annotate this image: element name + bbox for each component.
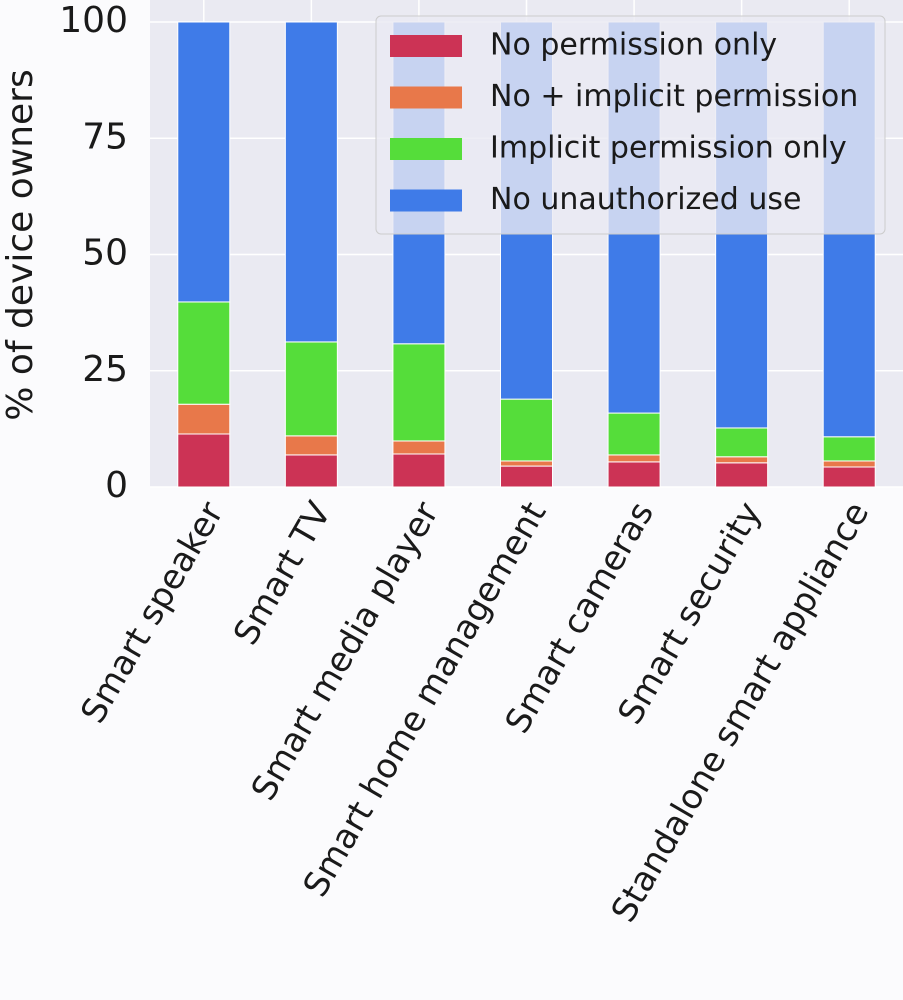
bar-segment <box>392 453 446 488</box>
bar-segment <box>284 435 338 456</box>
legend-label: Implicit permission only <box>490 131 847 166</box>
legend-label: No unauthorized use <box>490 182 801 217</box>
bar-segment <box>715 462 769 488</box>
bar-segment <box>822 466 876 488</box>
bar-segment <box>607 454 661 463</box>
legend-swatch <box>390 86 462 109</box>
bar-segment <box>715 456 769 464</box>
y-tick-label: 50 <box>82 233 128 274</box>
bar-segment <box>607 461 661 488</box>
x-tick-label: Smart media player <box>244 495 447 807</box>
bar-segment <box>822 460 876 468</box>
y-tick-label: 100 <box>59 0 128 41</box>
y-tick-label: 75 <box>82 116 128 157</box>
bar-segment <box>392 343 446 442</box>
x-tick-label: Smart speaker <box>73 495 232 730</box>
legend-swatch <box>390 189 462 212</box>
bar-segment <box>392 440 446 455</box>
bar-segment <box>177 403 231 435</box>
legend-swatch <box>390 138 462 160</box>
bar-segment <box>822 436 876 462</box>
legend-label: No + implicit permission <box>490 79 858 114</box>
y-axis-label: % of device owners <box>0 69 41 420</box>
legend-label: No permission only <box>490 28 777 63</box>
legend-box <box>375 15 886 235</box>
bar-segment <box>715 427 769 458</box>
bar-segment <box>500 465 553 488</box>
bar-segment <box>284 21 338 343</box>
bar-segment <box>177 433 231 488</box>
bar-segment <box>607 412 661 456</box>
y-tick-label: 25 <box>82 349 128 390</box>
bar-segment <box>284 454 338 488</box>
bar-segment <box>284 341 338 437</box>
bar-segment <box>500 460 553 467</box>
bar-segment <box>500 398 553 462</box>
x-tick-label: Smart TV <box>226 495 339 652</box>
y-tick-label: 0 <box>105 465 128 506</box>
bar-segment <box>177 21 231 303</box>
bar-segment <box>177 301 231 405</box>
legend-swatch <box>390 35 462 57</box>
